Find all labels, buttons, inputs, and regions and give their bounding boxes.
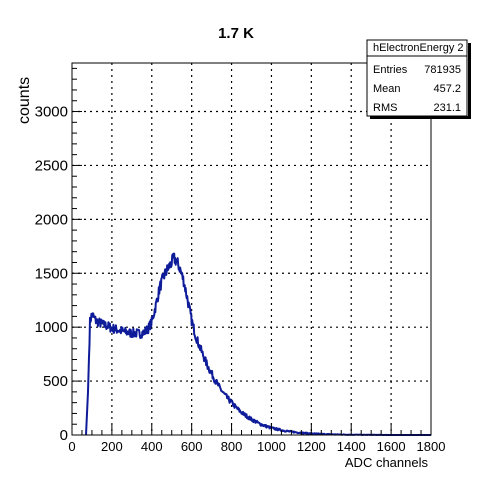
y-tick-label: 1500 bbox=[35, 265, 68, 282]
stats-mean-value: 457.2 bbox=[433, 83, 461, 95]
x-tick-label: 800 bbox=[221, 439, 243, 454]
y-tick-label: 2500 bbox=[35, 157, 68, 174]
y-axis-label: counts bbox=[16, 77, 33, 124]
y-tick-labels: 0 500 1000 1500 2000 2500 3000 bbox=[35, 104, 68, 444]
stats-entries-label: Entries bbox=[373, 64, 408, 76]
x-tick-label: 600 bbox=[181, 439, 203, 454]
stats-mean-label: Mean bbox=[373, 83, 401, 95]
axis-ticks bbox=[71, 67, 432, 436]
x-tick-label: 1000 bbox=[257, 439, 286, 454]
data-series-line bbox=[85, 252, 432, 436]
x-tick-label: 0 bbox=[68, 439, 75, 454]
x-tick-label: 1200 bbox=[297, 439, 326, 454]
y-tick-label: 3000 bbox=[35, 104, 68, 121]
y-tick-label: 0 bbox=[60, 427, 68, 444]
x-tick-label: 1600 bbox=[377, 439, 406, 454]
stats-box: hElectronEnergy 2 Entries 781935 Mean 45… bbox=[366, 39, 471, 119]
x-axis-label: ADC channels bbox=[345, 455, 429, 470]
x-tick-label: 1400 bbox=[337, 439, 366, 454]
stats-rms-value: 231.1 bbox=[433, 102, 461, 114]
chart-title: 1.7 K bbox=[218, 25, 254, 42]
y-tick-label: 2000 bbox=[35, 211, 68, 228]
x-tick-labels: 0 200 400 600 800 1000 1200 1400 1600 1800 bbox=[68, 439, 445, 454]
y-tick-label: 500 bbox=[43, 373, 68, 390]
x-tick-label: 200 bbox=[101, 439, 123, 454]
grid-lines bbox=[72, 63, 431, 435]
x-tick-label: 400 bbox=[141, 439, 163, 454]
stats-box-title: hElectronEnergy 2 bbox=[373, 42, 464, 54]
stats-rms-label: RMS bbox=[373, 102, 397, 114]
x-tick-label: 1800 bbox=[417, 439, 446, 454]
y-tick-label: 1000 bbox=[35, 319, 68, 336]
stats-entries-value: 781935 bbox=[424, 64, 461, 76]
